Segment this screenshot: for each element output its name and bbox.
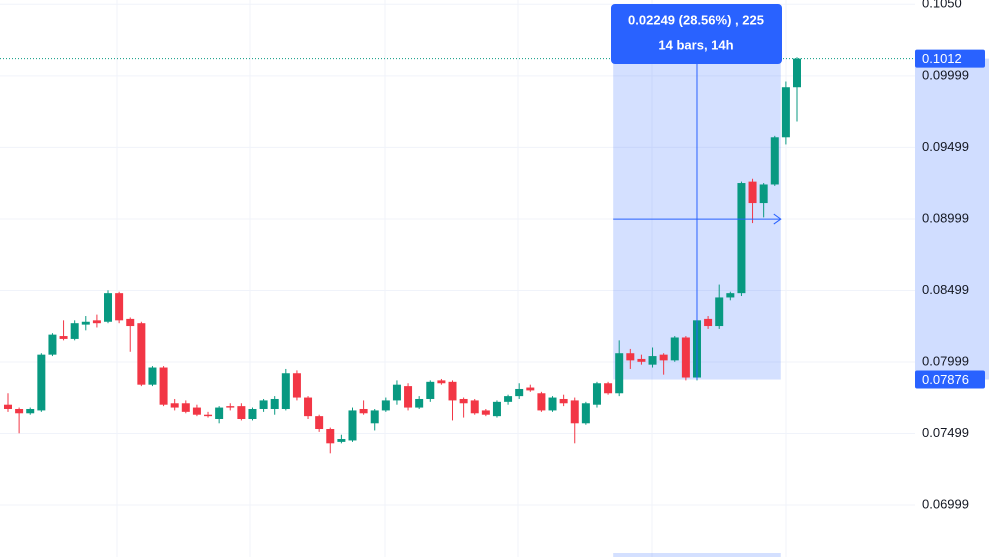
candle-body [37,354,46,411]
candle-body [237,406,246,420]
candle-body [326,429,335,444]
candle-body [348,410,357,441]
candle-body [526,387,535,391]
measure-arrow [773,213,782,225]
candle-body [581,403,590,424]
candle-body [126,318,135,327]
measure-tooltip [611,4,782,64]
candle-body [337,439,346,442]
bottom-highlight [613,553,781,557]
candle-body [48,334,57,355]
candle-body [292,373,301,398]
candle-body [437,380,446,384]
candle-body [626,353,635,361]
candle-body [559,398,568,404]
candle-body [759,184,768,204]
candle-body [726,293,735,298]
y-tick-label: 0.1050 [922,0,962,11]
candle-body [615,353,624,394]
overlay: 0.02249 (28.56%) , 225 14 bars, 14h [0,4,915,380]
axis-highlight [915,58,989,380]
candle-body [204,414,213,417]
candle-body [648,356,657,365]
candle-body [226,406,235,408]
candle-body [715,297,724,327]
y-tick-label: 0.07999 [922,353,969,368]
candle-body [537,393,546,411]
candle-body [548,397,557,411]
candle-body [115,293,124,321]
candle-body [481,410,490,415]
candle-body [4,404,12,409]
candle-body [470,400,479,414]
y-tick-label: 0.06999 [922,496,969,511]
candle-body [15,408,24,414]
candle-body [504,396,513,402]
candle-body [570,400,579,424]
candle-body [159,367,168,405]
candle-body [137,323,146,385]
y-tick-label: 0.08499 [922,282,969,297]
candle-body [793,58,801,88]
y-tick-label: 0.08999 [922,210,969,225]
price-axis: 0.1050 0.09999 0.09499 0.08999 0.08499 0.0799… [915,0,985,511]
candle-body [359,408,368,414]
candle-body [259,400,268,409]
measure-low-tag: 0.07876 [922,372,969,387]
price-tag: 0.1012 [922,51,962,66]
candle-body [148,367,157,385]
candle-body [70,323,79,339]
candle-body [704,318,713,327]
candle-body [737,183,746,294]
candle-body [637,358,646,362]
candle-body [181,403,190,412]
candle-body [604,383,613,394]
candle-body [415,398,424,408]
candle-body [270,398,279,409]
candle-body [448,381,457,401]
y-tick-label: 0.07499 [922,425,969,440]
measure-low-tag-bg [915,370,985,389]
y-tick-label: 0.09999 [922,67,969,82]
candle-body [748,181,757,204]
candle-body [392,384,401,401]
candle-body [404,386,413,408]
candle-body [681,337,690,378]
candle-body [26,408,35,414]
candle-body [170,403,179,408]
candle-body [248,408,257,420]
price-tag-bg [915,49,985,68]
candle-body [659,354,668,361]
candle-body [459,398,468,404]
candle-body [192,407,201,415]
candle-body [304,397,313,417]
candle-body [515,388,524,397]
candle-body [370,410,379,424]
measure-subtext: 14 bars, 14h [658,37,733,52]
candle-body [381,400,390,411]
candle-body [81,321,90,325]
candle-body [315,416,324,430]
candle-body [770,137,779,185]
candle-body [492,401,501,417]
candle-body [215,407,224,420]
candle-body [781,87,790,138]
candle-body [592,383,601,405]
candle-body [104,293,113,322]
candle-body [281,373,290,409]
candle-body [670,337,679,361]
measure-tool [613,58,989,557]
measure-text: 0.02249 (28.56%) , 225 [628,12,764,27]
candle-body [59,336,68,339]
y-tick-label: 0.09499 [922,139,969,154]
candle-body [92,320,101,324]
candle-body [426,381,435,399]
